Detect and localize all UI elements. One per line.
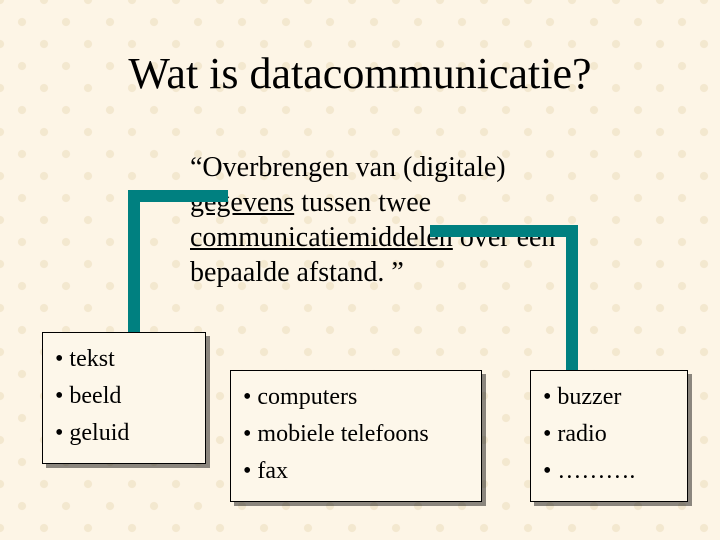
box-middelen-1: • computers • mobiele telefoons • fax [230,370,482,502]
box-middelen-2: • buzzer • radio • ………. [530,370,688,502]
list-item: • tekst [55,341,193,378]
connector-middelen-h [430,225,578,237]
list-item: • mobiele telefoons [243,416,469,453]
def-underline-communicatiemiddelen: communicatiemiddelen [190,222,453,253]
list-item: • ………. [543,453,675,490]
def-pre: “Overbrengen van (digitale) [190,152,506,183]
list-item: • geluid [55,415,193,452]
list-item: • beeld [55,378,193,415]
connector-gegevens-v [128,190,140,338]
definition-text: “Overbrengen van (digitale) gegevens tus… [190,150,590,290]
list-item: • buzzer [543,379,675,416]
connector-middelen-v [566,225,578,373]
connector-gegevens-h [128,190,228,202]
list-item: • computers [243,379,469,416]
box-gegevens: • tekst • beeld • geluid [42,332,206,464]
slide-title: Wat is datacommunicatie? [0,48,720,99]
def-mid1: tussen twee [294,187,431,218]
list-item: • radio [543,416,675,453]
slide: Wat is datacommunicatie? “Overbrengen va… [0,0,720,540]
list-item: • fax [243,453,469,490]
